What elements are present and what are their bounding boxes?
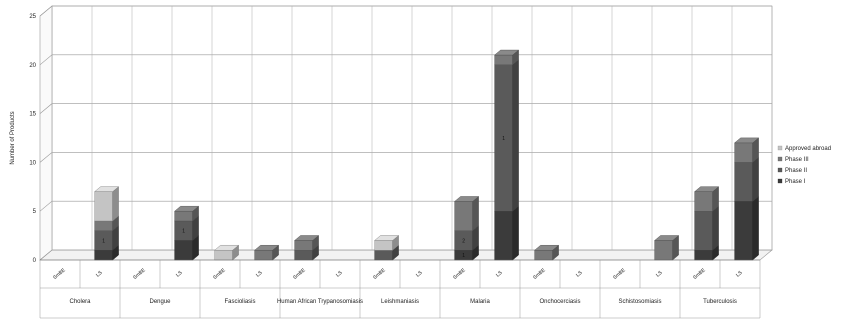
y-tick-label: 5 [33,209,37,215]
bar-segment [654,240,673,261]
y-tick-label: 20 [29,63,36,69]
legend-entry-label: Approved abroad [785,146,831,152]
bar-segment-top [534,245,560,251]
legend-entry-label: Phase I [785,179,806,185]
bar-segment [454,201,473,231]
bar-segment-top [294,235,320,241]
bar-segment [494,210,513,261]
x-subcategory-label: LS [735,270,744,279]
bar-segment-top [734,137,760,144]
x-subcategory-label: LS [175,270,184,279]
bar-segment [174,210,193,222]
data-label: 1 [462,253,465,259]
x-category-label: Tuberculosis [703,299,737,305]
x-category-label: Leishmaniasis [381,299,419,305]
x-subcategory-label: SmBE [692,267,707,281]
data-label: 1 [502,136,505,142]
x-category-label: Onchocerciasis [539,299,580,305]
x-category-label: Dengue [149,299,171,305]
x-category-label: Malaria [470,299,490,305]
x-subcategory-label: LS [655,270,664,279]
bar-segment [294,250,313,261]
x-subcategory-label: LS [495,270,504,279]
bar-segment [94,250,113,261]
x-category-label: Human African Trypanosomiasis [277,299,363,305]
x-subcategory-label: SmBE [452,267,467,281]
x-category-label: Schistosomiasis [618,299,661,305]
bar-segment [374,240,393,251]
bar-segment-side [112,186,119,222]
bar-segment-side [752,196,759,261]
bar-segment [254,250,273,261]
bar-segment-side [512,205,519,261]
legend-swatch [777,156,783,162]
bar-segment [174,240,193,261]
x-subcategory-label: SmBE [132,267,147,281]
bar-segment-top [254,245,280,251]
legend-entry-label: Phase III [785,157,809,163]
bar-segment [94,191,113,222]
data-label: 1 [102,238,105,244]
bar-segment [214,250,233,261]
x-subcategory-label: SmBE [212,267,227,281]
y-tick-label: 25 [29,14,36,20]
bar-segment [694,250,713,261]
legend-swatch [777,178,783,184]
bar-segment-top [654,235,680,241]
bar-segment-top [374,235,400,241]
chart-side-wall [39,5,53,261]
bar-segment [94,220,113,231]
bar-segment-side [752,156,759,202]
x-subcategory-label: LS [95,270,104,279]
x-subcategory-label: SmBE [292,267,307,281]
bar-segment-side [512,59,519,212]
bar-segment [494,54,513,66]
bar-segment [734,201,753,261]
bar-segment [734,142,753,163]
bar-segment [294,240,313,251]
bar-segment-top [694,186,720,192]
bar-segment [534,250,553,261]
x-subcategory-label: LS [415,270,424,279]
bar-segment-top [214,245,240,251]
x-subcategory-label: LS [335,270,344,279]
bar-segment-side [712,205,719,251]
bar-segment-top [94,186,120,192]
bar-segment [374,250,393,261]
x-subcategory-label: SmBE [612,267,627,281]
y-axis-title: Number of Products [10,111,16,164]
bar-segment-top [174,205,200,212]
data-label: 2 [462,238,465,244]
bar-segment-top [454,196,480,202]
x-category-label: Fascioliasis [224,299,255,305]
x-subcategory-label: SmBE [372,267,387,281]
bar-segment [694,191,713,212]
x-subcategory-label: SmBE [532,267,547,281]
bar-segment-side [472,196,479,232]
x-subcategory-label: LS [255,270,264,279]
legend-swatch [777,167,783,173]
legend-entry-label: Phase II [785,168,807,174]
x-subcategory-label: SmBE [52,267,67,281]
data-label: 1 [182,229,185,235]
y-tick-label: 0 [33,258,37,264]
bar-segment [694,210,713,251]
y-tick-label: 15 [29,112,36,118]
bar-segment [734,162,753,202]
y-tick-label: 10 [29,160,36,166]
x-category-label: Cholera [69,299,91,305]
x-subcategory-label: LS [575,270,584,279]
bar-segment-top [494,49,520,56]
legend-swatch [777,145,783,151]
